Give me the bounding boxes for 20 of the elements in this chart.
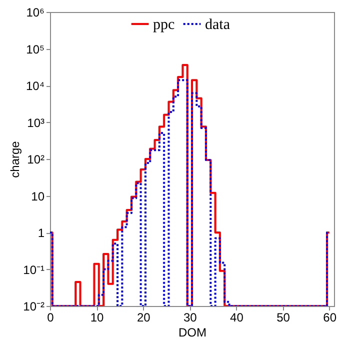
y-tick-label: 10⁴ (26, 79, 44, 93)
x-tick-label: 40 (230, 310, 244, 324)
x-tick-label: 20 (136, 310, 151, 324)
y-axis-title: charge (8, 140, 22, 178)
x-axis-title: DOM (178, 326, 206, 340)
y-tick-label: 10 (31, 189, 45, 204)
y-tick-label: 10⁵ (26, 42, 45, 56)
y-tick-label: 1 (38, 226, 45, 240)
legend-label: ppc (153, 17, 175, 33)
x-tick-label: 0 (47, 310, 54, 324)
x-tick-label: 30 (183, 310, 198, 324)
y-tick-label: 10³ (27, 116, 45, 130)
legend-label: data (205, 17, 230, 33)
y-tick-label: 10⁶ (26, 6, 45, 20)
y-tick-label: 10² (27, 152, 45, 166)
y-tick-label: 10⁻² (23, 300, 45, 314)
x-tick-label: 10 (90, 310, 104, 324)
x-tick-label: 50 (276, 310, 290, 324)
x-tick-label: 60 (323, 310, 337, 324)
y-tick-label: 10⁻¹ (23, 262, 45, 277)
